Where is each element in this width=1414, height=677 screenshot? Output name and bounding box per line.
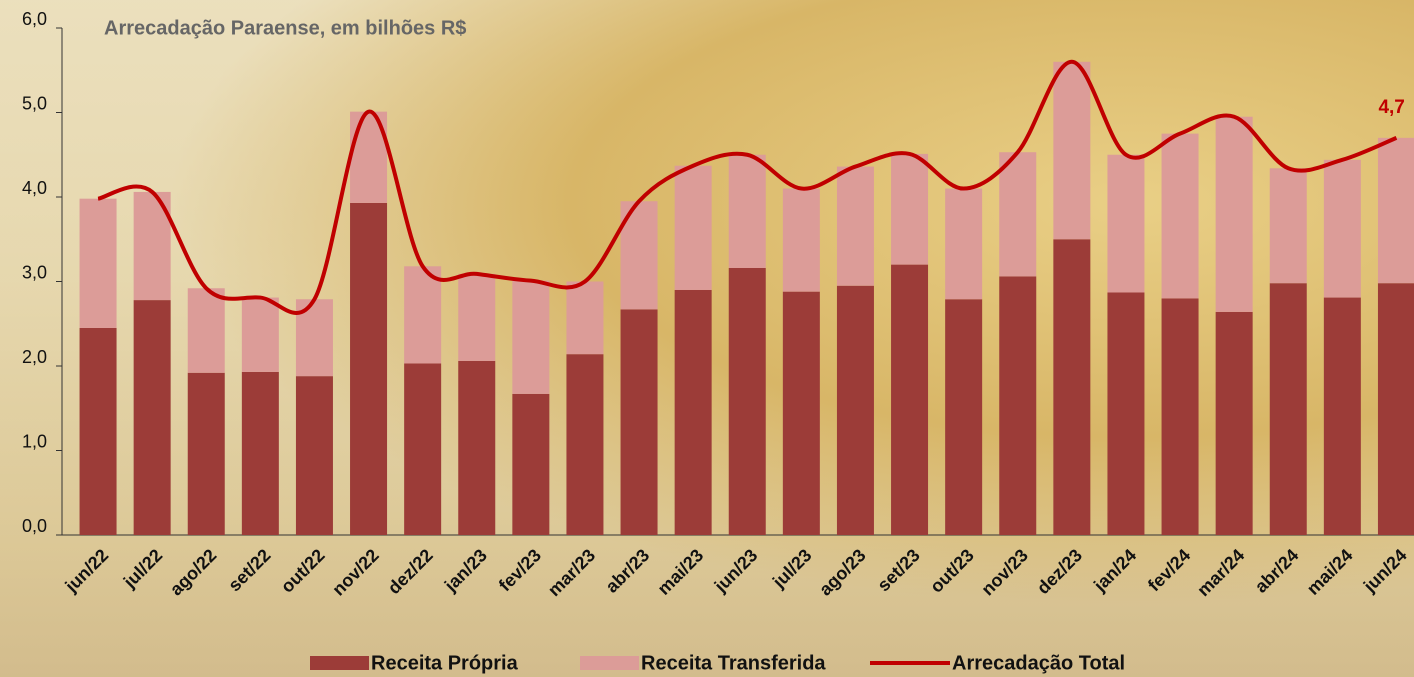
- chart: Arrecadação Paraense, em bilhões R$ 0,0 1…: [0, 0, 1414, 677]
- bar-segment: [621, 309, 658, 535]
- y-tick-label: 3,0: [22, 262, 47, 282]
- x-tick-label: ago/22: [166, 545, 220, 599]
- bar-segment: [350, 203, 387, 535]
- legend-label: Arrecadação Total: [952, 652, 1125, 674]
- y-tick-label: 5,0: [22, 93, 47, 113]
- y-tick-label: 1,0: [22, 431, 47, 451]
- chart-title: Arrecadação Paraense, em bilhões R$: [104, 17, 466, 39]
- bar-segment: [1324, 160, 1361, 298]
- bar-segment: [729, 155, 766, 268]
- bar-segment: [1107, 292, 1144, 535]
- bar-segment: [458, 274, 495, 361]
- bar-segment: [404, 266, 441, 363]
- y-tick-label: 2,0: [22, 347, 47, 367]
- legend-label: Receita Transferida: [641, 652, 826, 674]
- x-tick-label: jan/24: [1089, 545, 1140, 596]
- x-tick-label: nov/23: [977, 545, 1031, 599]
- legend-swatch: [580, 656, 639, 670]
- x-tick-label: out/22: [277, 545, 329, 597]
- bar-segment: [1162, 134, 1199, 299]
- bar-segment: [404, 363, 441, 535]
- x-tick-label: fev/23: [495, 545, 545, 595]
- x-tick-label: out/23: [926, 545, 978, 597]
- bar-segment: [512, 281, 549, 394]
- bar-segment: [1162, 298, 1199, 535]
- bar-segment: [945, 189, 982, 300]
- bar-segment: [1378, 138, 1414, 283]
- bar-segment: [1378, 283, 1414, 535]
- bar-segment: [80, 199, 117, 328]
- x-tick-label: ago/23: [815, 545, 869, 599]
- bar-segment: [512, 394, 549, 535]
- bar-segment: [837, 167, 874, 286]
- bar-segment: [80, 328, 117, 535]
- bar-segment: [729, 268, 766, 535]
- bar-segment: [783, 292, 820, 535]
- y-tick-label: 6,0: [22, 9, 47, 29]
- bar-segment: [566, 282, 603, 355]
- bar-segment: [891, 265, 928, 535]
- x-tick-label: set/22: [224, 545, 274, 595]
- x-tick-label: mar/23: [544, 545, 599, 600]
- legend-label: Receita Própria: [371, 652, 519, 674]
- x-tick-label: jan/23: [440, 545, 491, 596]
- bar-segment: [891, 154, 928, 265]
- x-tick-label: mai/24: [1303, 545, 1357, 599]
- x-tick-label: dez/23: [1033, 545, 1086, 598]
- x-tick-label: jun/23: [710, 545, 762, 597]
- y-tick-label: 0,0: [22, 516, 47, 536]
- x-tick-label: nov/22: [328, 545, 382, 599]
- bar-segment: [837, 286, 874, 535]
- bar-segment: [1053, 239, 1090, 535]
- x-tick-label: jun/24: [1359, 545, 1411, 597]
- y-tick-label: 4,0: [22, 178, 47, 198]
- bar-segment: [1216, 312, 1253, 535]
- x-tick-label: abr/23: [602, 545, 654, 597]
- x-tick-label: mar/24: [1193, 545, 1248, 600]
- x-tick-label: fev/24: [1144, 545, 1194, 595]
- bar-segment: [1270, 168, 1307, 283]
- bar-segment: [999, 152, 1036, 276]
- x-tick-label: jun/22: [61, 545, 113, 597]
- bar-segment: [1216, 117, 1253, 312]
- bar-segment: [458, 361, 495, 535]
- data-label: 4,7: [1378, 97, 1404, 118]
- bar-segment: [188, 288, 225, 373]
- bar-segment: [242, 298, 279, 372]
- legend-swatch: [310, 656, 369, 670]
- bar-segment: [242, 372, 279, 535]
- bar-segment: [296, 376, 333, 535]
- x-tick-label: mai/23: [654, 545, 708, 599]
- bar-segment: [188, 373, 225, 535]
- bar-segment: [134, 300, 171, 535]
- x-tick-label: dez/22: [384, 545, 437, 598]
- bar-segment: [1107, 155, 1144, 293]
- bar-segment: [566, 354, 603, 535]
- x-tick-label: abr/24: [1251, 545, 1303, 597]
- bar-segment: [999, 276, 1036, 535]
- bar-segment: [675, 290, 712, 535]
- chart-container: Arrecadação Paraense, em bilhões R$ 0,0 1…: [0, 0, 1414, 677]
- bar-segment: [675, 166, 712, 290]
- bar-segment: [1270, 283, 1307, 535]
- bar-segment: [1053, 62, 1090, 239]
- bar-segment: [1324, 298, 1361, 535]
- bar-segment: [783, 189, 820, 292]
- x-tick-label: set/23: [873, 545, 923, 595]
- bar-segment: [945, 299, 982, 535]
- x-tick-label: jul/22: [119, 545, 166, 592]
- x-tick-label: jul/23: [768, 545, 815, 592]
